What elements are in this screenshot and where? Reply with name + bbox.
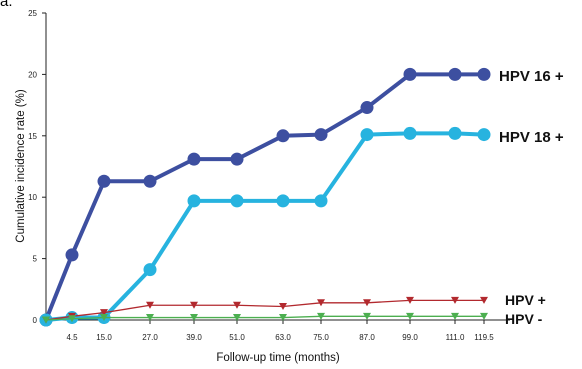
series-line: [45, 315, 484, 321]
data-point: [276, 194, 290, 208]
data-point: [403, 126, 417, 140]
data-point: [363, 299, 371, 307]
y-tick-label: 10: [28, 193, 37, 202]
data-point: [146, 301, 154, 309]
y-tick-label: 5: [33, 255, 38, 264]
data-point: [317, 299, 325, 307]
data-point: [42, 316, 50, 324]
panel-label: a.: [0, 0, 13, 10]
data-point: [276, 129, 290, 143]
data-point: [100, 309, 108, 317]
data-point: [480, 312, 488, 320]
data-point: [360, 128, 374, 142]
data-point: [65, 248, 79, 262]
data-point: [451, 296, 459, 304]
data-point: [317, 312, 325, 320]
data-point: [279, 314, 287, 322]
data-point: [451, 312, 459, 320]
data-point: [233, 314, 241, 322]
series-line: [44, 72, 484, 321]
data-point: [230, 152, 244, 166]
series-label: HPV 16 +: [499, 68, 564, 85]
x-tick-label: 51.0: [229, 333, 245, 342]
data-point: [477, 67, 491, 81]
data-point: [480, 296, 488, 304]
x-tick-label: 75.0: [313, 333, 329, 342]
data-point: [314, 194, 328, 208]
x-tick-label: 119.5: [474, 333, 494, 342]
data-point: [314, 128, 328, 142]
y-axis-title: Cumulative incidence rate (%): [15, 89, 27, 243]
series-line: [45, 299, 484, 321]
y-tick-label: 0: [33, 316, 38, 325]
data-point: [143, 174, 157, 188]
x-tick-label: 111.0: [446, 333, 465, 342]
x-tick-label: 87.0: [359, 333, 375, 342]
x-tick-label: 63.0: [275, 333, 291, 342]
data-point: [477, 128, 491, 142]
data-point: [187, 194, 201, 208]
data-point: [363, 312, 371, 320]
data-point: [233, 301, 241, 309]
data-point: [143, 263, 157, 277]
series-label: HPV +: [505, 292, 546, 308]
x-tick-label: 99.0: [402, 333, 418, 342]
x-tick-label: 27.0: [142, 333, 158, 342]
data-point: [146, 314, 154, 322]
series-label: HPV -: [505, 311, 543, 327]
data-point: [360, 101, 374, 115]
data-point: [68, 315, 76, 323]
data-point: [187, 152, 201, 166]
data-point: [97, 174, 111, 188]
data-point: [448, 126, 462, 140]
data-point: [190, 314, 198, 322]
data-point: [279, 302, 287, 310]
data-point: [100, 314, 108, 322]
data-point: [448, 67, 462, 81]
data-point: [403, 67, 417, 81]
x-tick-label: 4.5: [66, 333, 78, 342]
y-tick-label: 15: [28, 132, 37, 141]
x-tick-label: 39.0: [186, 333, 202, 342]
data-point: [406, 296, 414, 304]
data-point: [230, 194, 244, 208]
x-tick-label: 15.0: [96, 333, 112, 342]
series-label: HPV 18 +: [499, 129, 564, 146]
y-tick-label: 20: [28, 70, 37, 79]
x-axis-title: Follow-up time (months): [216, 352, 340, 364]
y-tick-label: 25: [28, 9, 37, 18]
series-line: [45, 131, 485, 322]
data-point: [190, 301, 198, 309]
data-point: [406, 312, 414, 320]
